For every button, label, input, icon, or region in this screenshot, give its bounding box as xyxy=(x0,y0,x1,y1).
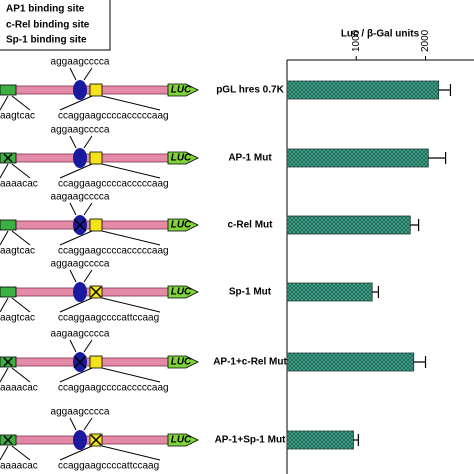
sequence: aaaacac xyxy=(0,383,38,394)
crel-site xyxy=(73,148,87,168)
construct-label: Sp-1 Mut xyxy=(229,287,272,298)
callout xyxy=(0,367,161,383)
luc-label: LUC xyxy=(171,85,192,96)
mutation-cross xyxy=(3,153,13,163)
callout xyxy=(69,202,93,216)
legend-text: c-Rel binding site xyxy=(6,20,90,31)
mutation-cross xyxy=(90,286,102,298)
callout xyxy=(69,417,93,431)
luc-label: LUC xyxy=(171,287,192,298)
sequence: aagtcac xyxy=(0,111,35,122)
construct-label: pGL hres 0.7K xyxy=(216,85,284,96)
crel-site xyxy=(73,282,87,302)
ap1-site xyxy=(0,286,17,298)
error-bar xyxy=(413,356,427,368)
sequence: ccaggaagccccacccccaag xyxy=(58,179,169,190)
construct-label: AP-1 Mut xyxy=(228,153,272,164)
sp1-site xyxy=(89,151,103,165)
construct-label: c-Rel Mut xyxy=(228,220,274,231)
luc-arrow xyxy=(167,151,199,165)
error-bar xyxy=(372,286,380,298)
crel-site xyxy=(73,80,87,100)
callout xyxy=(0,95,161,111)
callout xyxy=(69,67,93,81)
legend-box xyxy=(0,0,111,51)
error-bar xyxy=(353,434,359,446)
callout xyxy=(0,297,161,313)
callout xyxy=(69,339,93,353)
sequence: aggaagcccca xyxy=(51,57,110,68)
sequence: aggaagcccca xyxy=(51,125,110,136)
construct-label: AP-1+Sp-1 Mut xyxy=(215,435,287,446)
luc-label: LUC xyxy=(171,153,192,164)
legend-text: Sp-1 binding site xyxy=(6,35,87,46)
bar xyxy=(286,352,415,372)
error-bar xyxy=(438,84,452,96)
bar xyxy=(286,430,354,450)
luc-arrow xyxy=(167,355,199,369)
luc-label: LUC xyxy=(171,357,192,368)
mutation-cross xyxy=(90,434,102,446)
bar xyxy=(286,215,411,235)
legend-text: AP1 binding site xyxy=(6,4,85,15)
sequence: aaaacac xyxy=(0,179,38,190)
sequence: ccaggaagccccacccccaag xyxy=(58,111,169,122)
callout xyxy=(0,230,161,246)
sequence: aggaagcccca xyxy=(51,259,110,270)
ap1-site xyxy=(0,84,17,96)
sequence: ccaggaagccccattccaag xyxy=(58,313,159,324)
sequence: ccaggaagccccattccaag xyxy=(58,461,159,472)
sequence: aggaagcccca xyxy=(51,407,110,418)
construct-label: AP-1+c-Rel Mut xyxy=(213,357,287,368)
x-tick-label: 1000 xyxy=(351,29,362,52)
error-bar xyxy=(428,152,447,164)
luc-label: LUC xyxy=(171,220,192,231)
mutation-cross xyxy=(73,355,87,369)
mutation-cross xyxy=(3,357,13,367)
sequence: aagtcac xyxy=(0,313,35,324)
callout xyxy=(0,445,161,461)
sp1-site xyxy=(89,218,103,232)
sequence: aagtcac xyxy=(0,246,35,257)
mutation-cross xyxy=(73,218,87,232)
callout xyxy=(0,163,161,179)
luc-arrow xyxy=(167,285,199,299)
bar xyxy=(286,148,429,168)
luc-arrow xyxy=(167,83,199,97)
bar xyxy=(286,80,440,100)
sequence: aaaacac xyxy=(0,461,38,472)
sequence: aagaagcccca xyxy=(51,192,110,203)
crel-site xyxy=(73,430,87,450)
x-axis-title: Luc / β-Gal units xyxy=(341,29,420,40)
sp1-site xyxy=(89,355,103,369)
sequence: ccaggaagccccacccccaag xyxy=(58,246,169,257)
x-tick-label: 2000 xyxy=(420,29,431,52)
ap1-site xyxy=(0,219,17,231)
luc-label: LUC xyxy=(171,435,192,446)
sequence: aagaagcccca xyxy=(51,329,110,340)
luc-arrow xyxy=(167,433,199,447)
error-bar xyxy=(410,219,420,231)
bar xyxy=(286,282,373,302)
luc-arrow xyxy=(167,218,199,232)
mutation-cross xyxy=(3,435,13,445)
callout xyxy=(69,269,93,283)
sequence: ccaggaagccccacccccaag xyxy=(58,383,169,394)
sp1-site xyxy=(89,83,103,97)
callout xyxy=(69,135,93,149)
